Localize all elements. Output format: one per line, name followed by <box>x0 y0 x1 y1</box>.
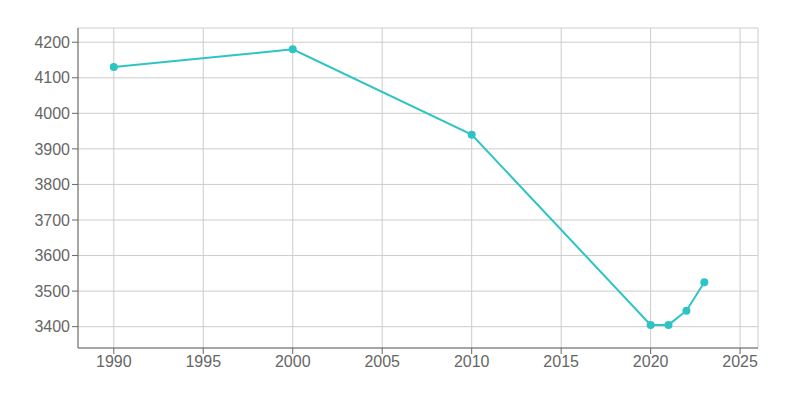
svg-text:2020: 2020 <box>633 353 669 370</box>
svg-text:2000: 2000 <box>275 353 311 370</box>
svg-text:3800: 3800 <box>34 176 70 193</box>
svg-text:2025: 2025 <box>722 353 758 370</box>
svg-text:3600: 3600 <box>34 247 70 264</box>
svg-text:4000: 4000 <box>34 105 70 122</box>
svg-text:1995: 1995 <box>185 353 221 370</box>
svg-text:3400: 3400 <box>34 318 70 335</box>
svg-text:1990: 1990 <box>96 353 132 370</box>
svg-text:3900: 3900 <box>34 141 70 158</box>
svg-text:4200: 4200 <box>34 34 70 51</box>
svg-text:3700: 3700 <box>34 212 70 229</box>
svg-text:2010: 2010 <box>454 353 490 370</box>
svg-text:2015: 2015 <box>543 353 579 370</box>
svg-text:3500: 3500 <box>34 283 70 300</box>
svg-text:4100: 4100 <box>34 69 70 86</box>
svg-text:2005: 2005 <box>364 353 400 370</box>
